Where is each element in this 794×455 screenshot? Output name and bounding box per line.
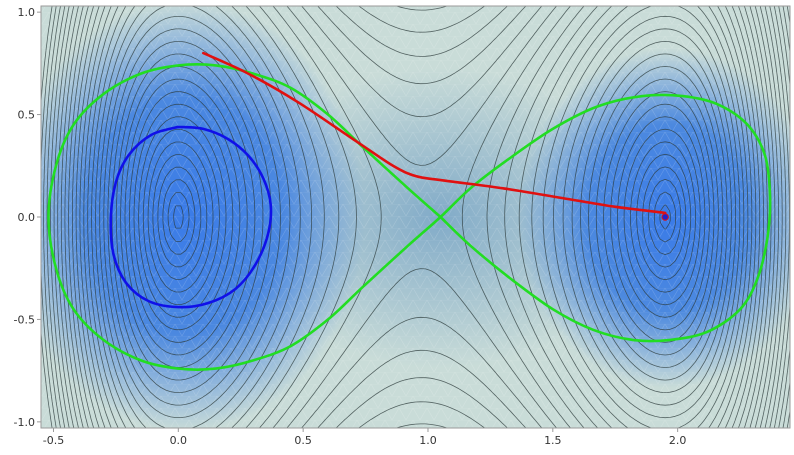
contour-line: [115, 53, 728, 381]
contour-line: [152, 153, 692, 281]
contour-line: [57, 6, 787, 428]
contour-line: [157, 166, 687, 268]
contour-line: [60, 6, 783, 428]
trajectory-layer: [47, 51, 772, 371]
y-tick-label: 1.0: [18, 6, 36, 19]
y-axis: 1.0 0.5 0.0 -0.5 -1.0: [14, 6, 41, 429]
contour-line: [46, 6, 790, 428]
contour-line: [91, 6, 753, 428]
contour-line: [99, 6, 745, 428]
y-tick-label: -1.0: [14, 416, 35, 429]
series-point-3: [661, 213, 669, 221]
x-axis: -0.5 0.0 0.5 1.0 1.5 2.0: [43, 428, 687, 447]
contour-line: [103, 15, 741, 419]
x-tick-label: 0.5: [294, 434, 312, 447]
x-tick-label: 0.0: [170, 434, 188, 447]
series-curve-1: [47, 63, 772, 371]
contour-line: [87, 6, 757, 428]
contour-line: [162, 179, 682, 255]
contour-line: [75, 6, 768, 428]
contour-line: [53, 6, 790, 428]
series-curve-2: [202, 51, 667, 215]
contour-line: [107, 28, 736, 406]
x-tick-label: 2.0: [669, 434, 687, 447]
contour-line: [83, 6, 761, 428]
contour-line: [72, 6, 772, 428]
series-curve-0: [109, 125, 273, 309]
plot-area: [41, 6, 790, 428]
y-tick-label: -0.5: [14, 313, 35, 326]
contour-line: [167, 191, 676, 243]
x-tick-label: 1.5: [544, 434, 562, 447]
x-tick-label: 1.0: [419, 434, 437, 447]
contour-line: [79, 6, 764, 428]
y-tick-label: 0.5: [18, 109, 36, 122]
contour-line: [43, 6, 790, 428]
y-tick-label: 0.0: [18, 211, 36, 224]
contour-line: [111, 41, 732, 393]
contour-line: [95, 6, 749, 428]
contour-line: [142, 128, 701, 306]
contour-line: [124, 78, 719, 356]
contour-line: [64, 6, 779, 428]
x-tick-label: -0.5: [43, 434, 64, 447]
contour-line: [138, 116, 706, 318]
contour-line: [41, 6, 53, 428]
